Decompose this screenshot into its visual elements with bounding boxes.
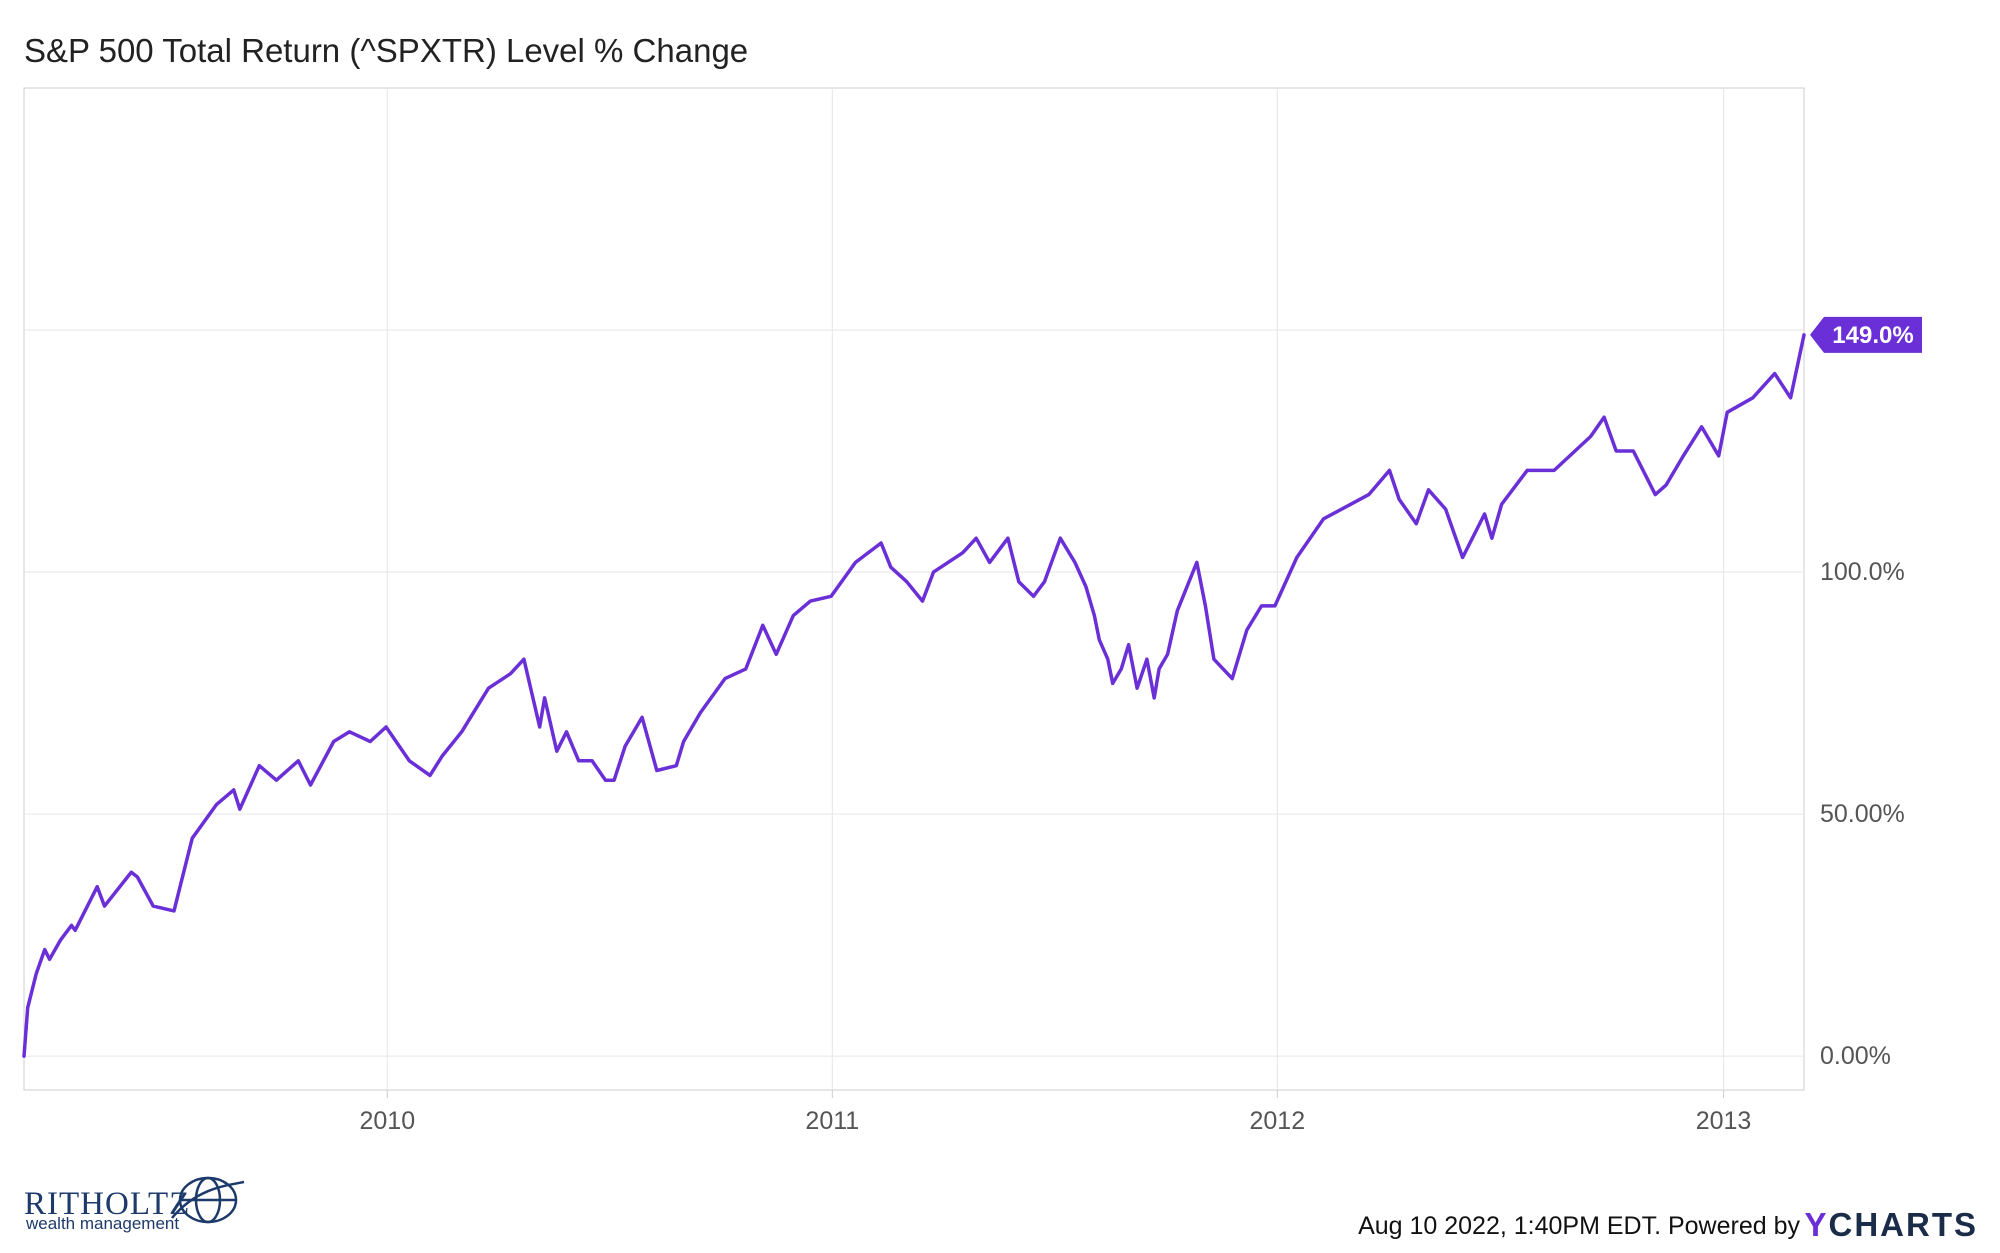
- x-tick-label: 2012: [1250, 1107, 1306, 1135]
- x-tick-label: 2011: [805, 1107, 859, 1135]
- ycharts-logo: YCHARTS: [1804, 1206, 1978, 1243]
- globe-icon: [171, 1176, 245, 1224]
- ycharts-logo-charts: CHARTS: [1829, 1206, 1979, 1243]
- y-tick-label: 50.00%: [1820, 800, 1905, 828]
- ycharts-logo-y: Y: [1804, 1206, 1828, 1243]
- footer: Aug 10 2022, 1:40PM EDT. Powered by YCHA…: [1358, 1206, 1978, 1243]
- series-layer: [22, 333, 1806, 1058]
- y-axis: 0.00%50.00%100.0%150.0%: [1820, 316, 1905, 1070]
- chart-title: S&P 500 Total Return (^SPXTR) Level % Ch…: [24, 32, 748, 69]
- footer-timestamp: Aug 10 2022, 1:40PM EDT. Powered by: [1358, 1212, 1800, 1240]
- ritholtz-logo: RITHOLTZ wealth management: [24, 1176, 245, 1233]
- grid: [24, 88, 1804, 1090]
- logo-name: RITHOLTZ: [24, 1186, 190, 1222]
- y-tick-label: 100.0%: [1820, 558, 1905, 586]
- y-tick-label: 0.00%: [1820, 1042, 1891, 1070]
- x-tick-label: 2013: [1696, 1107, 1752, 1135]
- series-line: [22, 333, 1806, 1058]
- last-value-badge-shape: [1810, 316, 1922, 353]
- x-tick-label: 2010: [360, 1107, 416, 1135]
- last-value-label: 149.0%: [1832, 322, 1913, 349]
- last-value-badge: 149.0%: [1810, 316, 1922, 353]
- x-axis: 2010 2011 2012 2013: [360, 1090, 1752, 1135]
- logo-subtitle: wealth management: [25, 1214, 179, 1233]
